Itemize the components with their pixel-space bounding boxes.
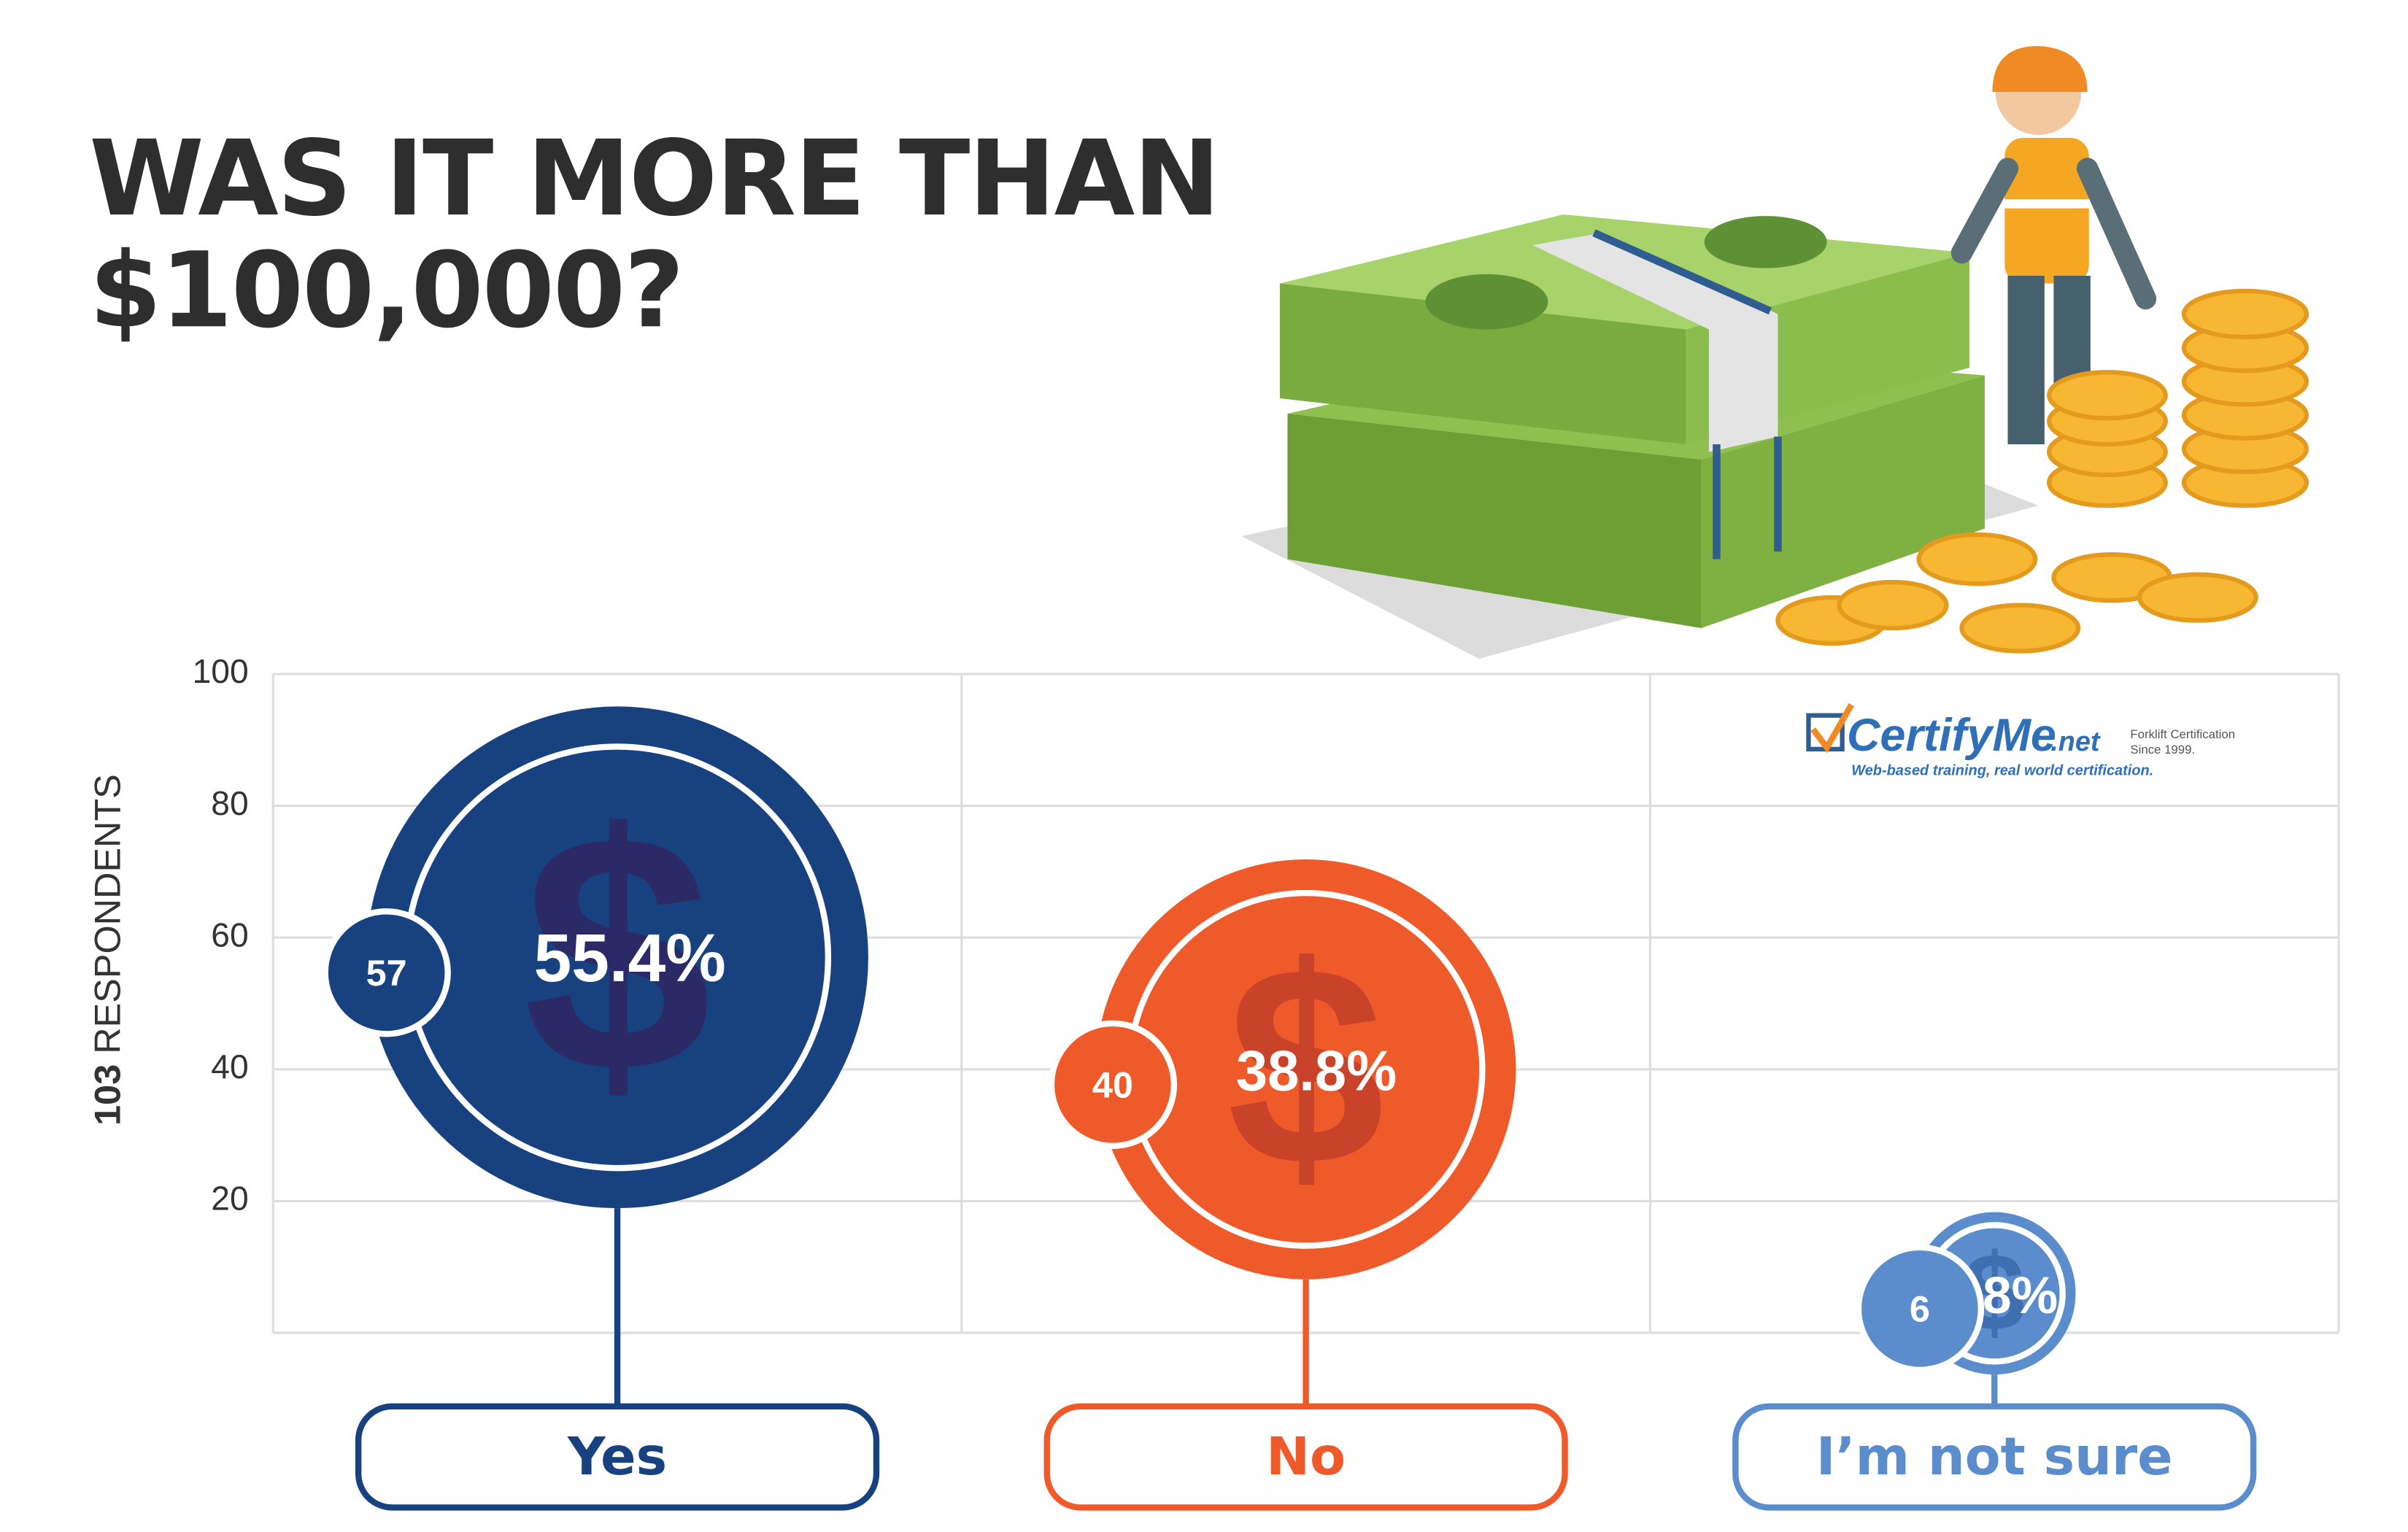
category-label: Yes <box>567 1426 667 1487</box>
category-label: No <box>1266 1426 1346 1487</box>
count-label: 40 <box>1092 1064 1133 1105</box>
logo-note: Forklift Certification <box>2130 727 2235 741</box>
y-tick-label: 40 <box>211 1048 248 1086</box>
count-badge <box>322 908 451 1037</box>
percent-label: 55.4% <box>534 920 726 996</box>
title-line: $100,000? <box>89 229 683 351</box>
count-label: 57 <box>366 952 407 994</box>
count-label: 6 <box>1910 1288 1930 1329</box>
logo-name: CertifyMe <box>1847 710 2056 761</box>
title-line: WAS IT MORE THAN <box>89 117 1219 239</box>
logo: CertifyMe .net Forklift Certification Si… <box>1806 703 2235 779</box>
illustration <box>1241 46 2309 659</box>
category-box <box>1043 1403 1568 1511</box>
respondent-count: 103 <box>86 1064 128 1126</box>
y-axis-label: 103 RESPONDENTS <box>86 774 128 1126</box>
y-tick-label: 20 <box>211 1180 248 1218</box>
y-axis-text: RESPONDENTS <box>86 774 128 1054</box>
logo-tagline: Web-based training, real world certifica… <box>1851 763 2153 779</box>
count-badge <box>1855 1244 1985 1374</box>
bubble <box>366 706 868 1209</box>
category-box <box>1732 1403 2257 1511</box>
logo-suffix: .net <box>2050 727 2101 757</box>
bubble-symbol: $ <box>1227 908 1385 1224</box>
count-badge <box>1048 1020 1178 1149</box>
y-tick-label: 60 <box>211 916 248 953</box>
category-label: I’m not sure <box>1816 1426 2173 1487</box>
y-tick-label: 80 <box>211 784 248 822</box>
bubble-symbol: $ <box>523 765 711 1142</box>
percent-label: 38.8% <box>1236 1040 1397 1103</box>
y-tick-label: 100 <box>193 652 249 690</box>
category-box <box>355 1403 880 1511</box>
bubble <box>1095 859 1516 1280</box>
logo-note: Since 1999. <box>2130 743 2195 757</box>
